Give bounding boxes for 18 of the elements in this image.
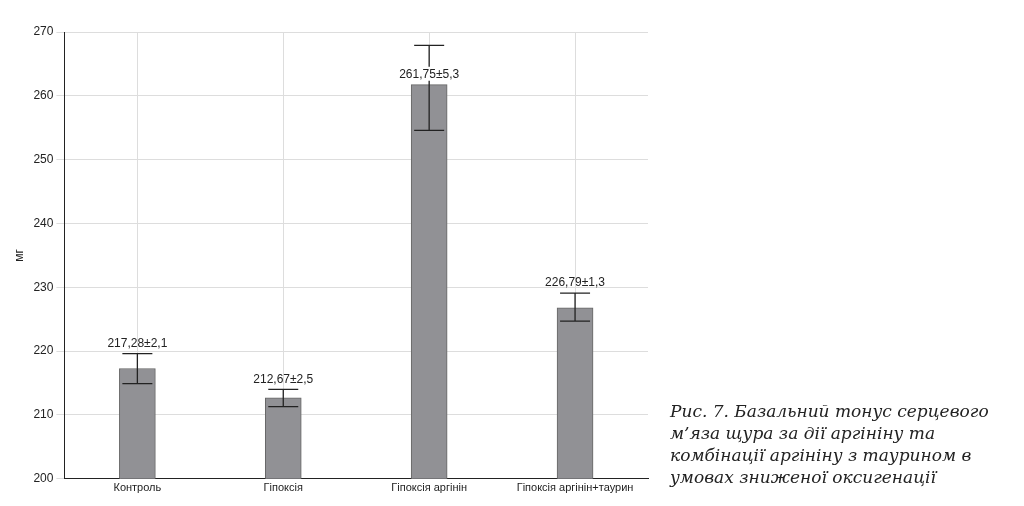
- data-label: 261,75±5,3: [399, 66, 460, 81]
- y-tick-label: 230: [33, 279, 54, 294]
- data-label: 217,28±2,1: [107, 336, 168, 351]
- text: Рис. 7. Базальний тонус серцевого м’яза щура за дії аргініну та комбінації аргініну з таурином в умовах зниженої оксигенації: [670, 400, 990, 488]
- x-tick-label: Контроль: [113, 481, 162, 494]
- y-tick-label: 210: [33, 407, 54, 422]
- x-tick-label: Гіпоксія: [263, 481, 303, 494]
- y-tick-label: 200: [33, 471, 54, 486]
- y-tick-label: 260: [33, 88, 54, 103]
- y-tick-label: 270: [33, 24, 54, 39]
- y-tick-label: 250: [33, 151, 54, 166]
- x-tick-label: Гіпоксія аргінін: [391, 481, 467, 494]
- x-tick-label: Гіпоксія аргінін+таурин: [516, 481, 634, 494]
- y-tick-label: 220: [33, 343, 54, 358]
- y-tick-label: 240: [33, 215, 54, 230]
- data-label: 226,79±1,3: [545, 275, 606, 290]
- y-axis-title: мг: [11, 248, 26, 262]
- data-label: 212,67±2,5: [253, 371, 314, 386]
